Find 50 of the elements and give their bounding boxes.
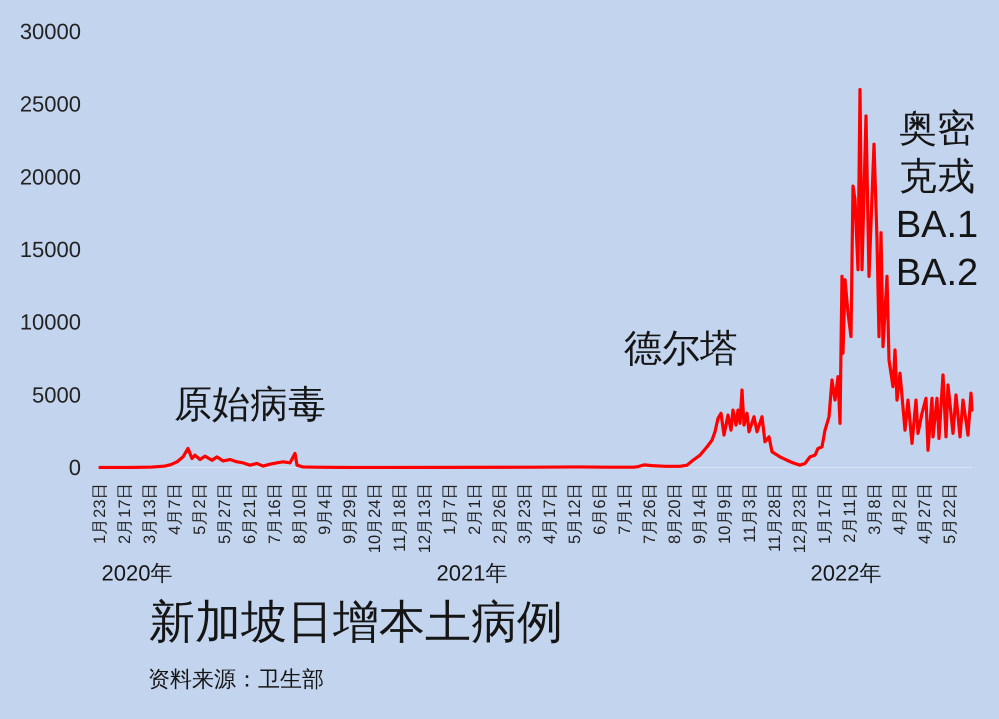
x-tick-label: 4月17日 (541, 482, 559, 544)
x-tick-label: 8月10日 (291, 482, 309, 544)
x-tick-label: 9月29日 (341, 482, 359, 544)
x-tick-label: 1月23日 (91, 482, 109, 544)
x-tick-label: 11月3日 (741, 482, 759, 543)
x-tick-label: 4月27日 (916, 482, 934, 544)
x-tick-label: 10月24日 (366, 482, 384, 554)
x-tick-label: 3月23日 (516, 482, 534, 544)
x-tick-label: 9月4日 (316, 482, 334, 535)
text: 2022年 (810, 560, 882, 586)
x-tick-label: 5月12日 (566, 482, 584, 544)
x-tick-label: 7月1日 (616, 482, 634, 535)
x-tick-label: 7月26日 (641, 482, 659, 544)
x-tick-label: 2月26日 (491, 482, 509, 544)
x-tick-label: 5月22日 (941, 482, 959, 544)
annotation: 原始病毒 (174, 384, 326, 426)
annotation: 奥密克戎 BA.1 BA.2 (896, 108, 978, 294)
x-tick-label: 12月13日 (416, 482, 434, 554)
y-tick-label: 10000 (20, 310, 81, 335)
x-tick-label: 2月17日 (116, 482, 134, 544)
x-tick-label: 1月17日 (816, 482, 834, 544)
y-tick-label: 25000 (20, 92, 81, 117)
x-tick-label: 6月21日 (241, 482, 259, 544)
x-tick-label: 6月6日 (591, 482, 609, 535)
x-tick-label: 4月7日 (166, 482, 184, 535)
x-tick-label: 2月1日 (466, 482, 484, 535)
x-tick-label: 5月2日 (191, 482, 209, 535)
text: 2021年 (436, 560, 508, 586)
text: 新加坡日增本土病例 (149, 596, 563, 648)
y-tick-label: 30000 (20, 19, 81, 44)
y-tick-label: 5000 (32, 382, 81, 408)
x-tick-label: 12月23日 (791, 482, 809, 554)
x-tick-label: 5月27日 (216, 482, 234, 544)
annotation: 德尔塔 (624, 328, 738, 370)
y-tick-label: 15000 (20, 237, 81, 262)
x-tick-label: 4月2日 (891, 482, 909, 535)
x-tick-label: 2月11日 (841, 482, 859, 543)
x-tick-label: 11月18日 (391, 482, 409, 552)
x-tick-label: 10月9日 (716, 482, 734, 544)
x-tick-label: 3月13日 (141, 482, 159, 544)
x-tick-label: 8月20日 (666, 482, 684, 544)
x-tick-label: 9月14日 (691, 482, 709, 544)
y-tick-label: 20000 (20, 164, 81, 190)
y-tick-label: 0 (68, 455, 81, 480)
x-tick-label: 3月8日 (866, 482, 884, 535)
text: 资料来源：卫生部 (148, 666, 324, 692)
x-tick-label: 7月16日 (266, 482, 284, 544)
text: 2020年 (102, 560, 172, 586)
x-tick-label: 1月7日 (441, 482, 459, 535)
x-tick-label: 11月28日 (766, 482, 784, 552)
